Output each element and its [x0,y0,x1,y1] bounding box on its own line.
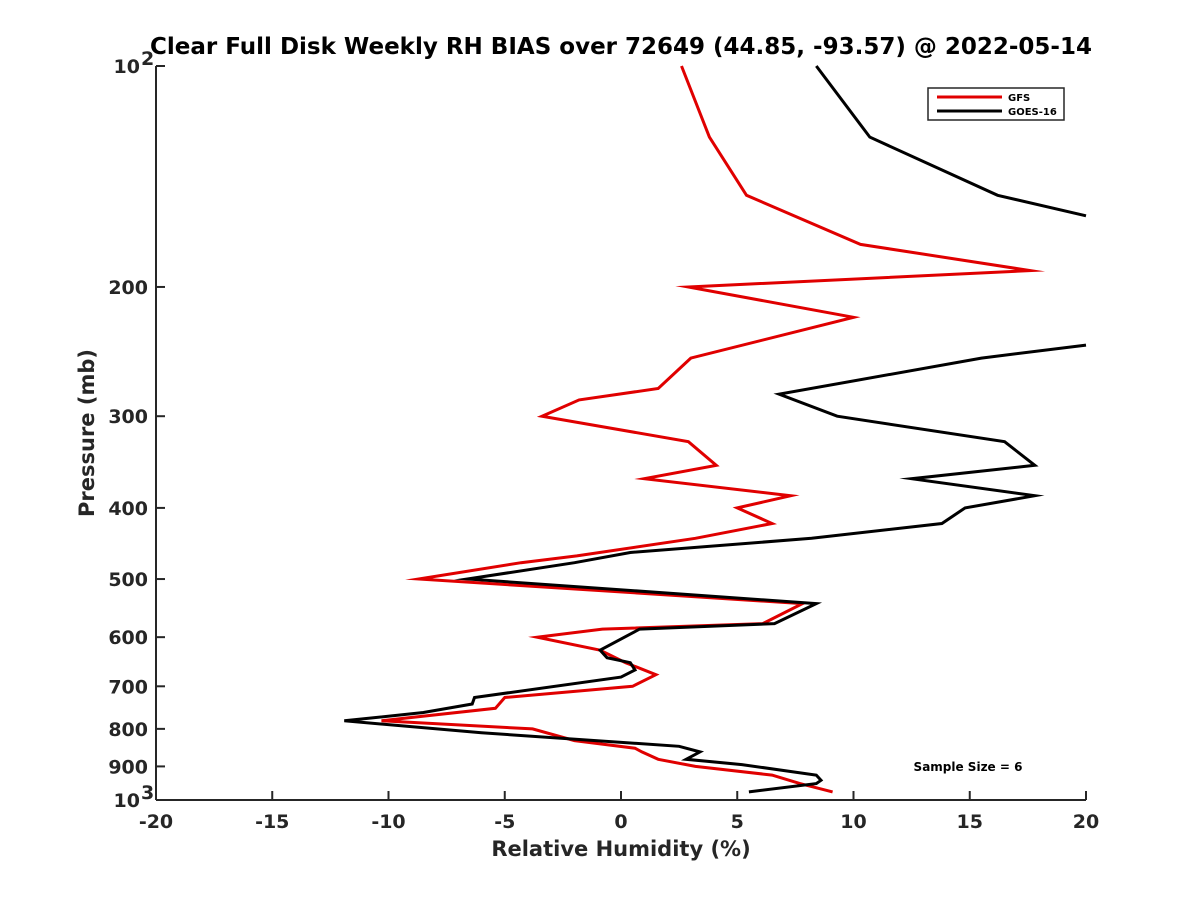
legend: GFS GOES-16 [927,87,1065,121]
legend-box [927,87,1065,121]
series-gfs [381,65,1046,794]
legend-label-goes-16: GOES-16 [1008,107,1057,118]
y-tick-label: 900 [108,756,148,778]
x-tick-label: -15 [255,811,289,833]
series-line-goes-16-0 [815,65,1087,218]
x-tick-label: 20 [1073,811,1099,833]
x-tick-label: -10 [371,811,405,833]
chart-title: Clear Full Disk Weekly RH BIAS over 7264… [150,34,1092,60]
x-tick-label: -20 [139,811,173,833]
y-axis-label: Pressure (mb) [75,349,99,517]
y-tick-label: 400 [108,498,148,520]
y-tick-label: 300 [108,406,148,428]
x-tick-label: -5 [494,811,515,833]
sample-size-annotation: Sample Size = 6 [914,760,1023,774]
x-tick-label: 10 [840,811,866,833]
series-goes-16 [344,65,1087,794]
y-tick-exponent: 2 [141,48,154,70]
x-tick-label: 15 [957,811,983,833]
x-tick-label: 5 [731,811,744,833]
y-tick-label: 10 [114,790,140,812]
y-tick-label: 200 [108,277,148,299]
y-tick-label: 800 [108,719,148,741]
legend-label-gfs: GFS [1008,93,1030,104]
series-layer [344,65,1087,794]
y-tick-label: 600 [108,627,148,649]
y-tick-exponent: 3 [141,782,154,804]
series-line-goes-16-1 [344,343,1087,794]
y-tick-label: 500 [108,569,148,591]
y-tick-label: 10 [114,56,140,78]
series-line-gfs-0 [381,65,1046,794]
x-tick-label: 0 [614,811,627,833]
x-axis-label: Relative Humidity (%) [491,837,750,861]
y-tick-label: 700 [108,676,148,698]
